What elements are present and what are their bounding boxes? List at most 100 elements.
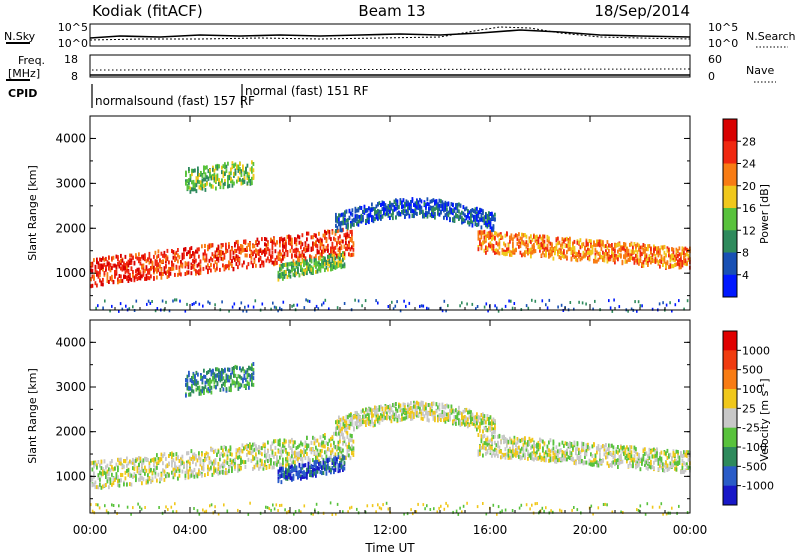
data-cell: [512, 237, 514, 242]
data-cell: [330, 263, 332, 268]
data-cell: [380, 413, 382, 418]
data-cell: [193, 255, 196, 260]
data-cell: [211, 258, 214, 263]
data-cell: [374, 420, 376, 424]
data-cell: [570, 443, 573, 448]
data-cell: [313, 261, 316, 266]
data-cell: [633, 250, 636, 255]
data-cell: [210, 184, 213, 189]
data-cell: [261, 237, 263, 242]
data-cell: [479, 241, 481, 246]
data-cell: [429, 213, 432, 218]
data-cell: [234, 457, 236, 462]
data-cell: [492, 248, 495, 253]
data-cell: [204, 182, 207, 187]
data-cell: [227, 161, 229, 166]
radar-title: Kodiak (fitACF): [92, 2, 203, 20]
data-cell: [651, 307, 654, 311]
data-cell: [530, 247, 532, 252]
data-cell: [656, 258, 658, 263]
data-cell: [489, 233, 492, 238]
data-cell: [647, 256, 649, 261]
data-cell: [111, 304, 113, 308]
data-cell: [330, 267, 332, 272]
data-cell: [492, 235, 495, 240]
data-cell: [99, 263, 101, 268]
data-cell: [627, 257, 630, 262]
data-cell: [282, 264, 284, 269]
data-cell: [252, 442, 254, 447]
data-cell: [252, 449, 254, 454]
data-cell: [359, 219, 361, 224]
data-cell: [362, 217, 364, 222]
data-cell: [142, 272, 145, 277]
data-cell: [482, 416, 484, 421]
data-cell: [359, 422, 361, 427]
data-cell: [277, 309, 279, 313]
data-cell: [453, 215, 456, 220]
data-cell: [218, 164, 220, 169]
data-cell: [337, 263, 340, 268]
data-cell: [372, 219, 375, 224]
data-cell: [581, 444, 583, 449]
data-cell: [579, 238, 582, 243]
data-cell: [365, 423, 367, 427]
data-cell: [159, 258, 161, 263]
data-cell: [190, 457, 193, 461]
data-cell: [647, 460, 649, 464]
data-cell: [576, 253, 579, 257]
data-cell: [674, 458, 676, 463]
data-cell: [237, 168, 240, 173]
data-cell: [596, 242, 598, 247]
data-cell: [683, 461, 685, 465]
data-cell: [248, 172, 250, 177]
data-cell: [462, 415, 465, 420]
data-cell: [192, 168, 195, 173]
data-cell: [322, 256, 325, 260]
data-cell: [492, 430, 495, 435]
data-cell: [525, 304, 528, 308]
data-cell: [166, 473, 169, 478]
data-cell: [291, 437, 293, 442]
data-cell: [258, 252, 260, 257]
data-cell: [361, 304, 363, 308]
data-cell: [315, 254, 317, 259]
data-cell: [230, 177, 232, 182]
data-cell: [352, 446, 355, 451]
data-cell: [313, 436, 316, 441]
data-cell: [414, 401, 417, 406]
data-cell: [687, 453, 690, 458]
data-cell: [525, 442, 528, 447]
data-cell: [312, 235, 314, 240]
data-cell: [602, 250, 604, 255]
data-cell: [115, 462, 118, 467]
data-cell: [172, 266, 175, 271]
data-cell: [630, 463, 633, 468]
data-cell: [636, 457, 639, 462]
data-cell: [387, 204, 390, 209]
data-cell: [115, 269, 118, 274]
data-cell: [124, 263, 127, 267]
data-cell: [250, 451, 253, 456]
data-cell: [111, 277, 113, 282]
data-cell: [99, 477, 101, 482]
data-cell: [573, 247, 576, 252]
data-cell: [115, 472, 118, 477]
data-cell: [449, 206, 451, 211]
data-cell: [258, 450, 260, 455]
data-cell: [647, 466, 649, 471]
data-cell: [681, 251, 684, 256]
data-cell: [444, 203, 447, 208]
data-cell: [447, 213, 450, 218]
data-cell: [207, 453, 209, 458]
data-cell: [660, 461, 663, 465]
data-cell: [365, 419, 367, 424]
data-cell: [352, 247, 355, 252]
data-cell: [369, 407, 372, 412]
data-cell: [310, 440, 313, 445]
data-cell: [496, 306, 498, 310]
data-cell: [639, 304, 642, 308]
data-cell: [255, 446, 257, 451]
data-cell: [294, 440, 296, 445]
data-cell: [141, 265, 143, 270]
